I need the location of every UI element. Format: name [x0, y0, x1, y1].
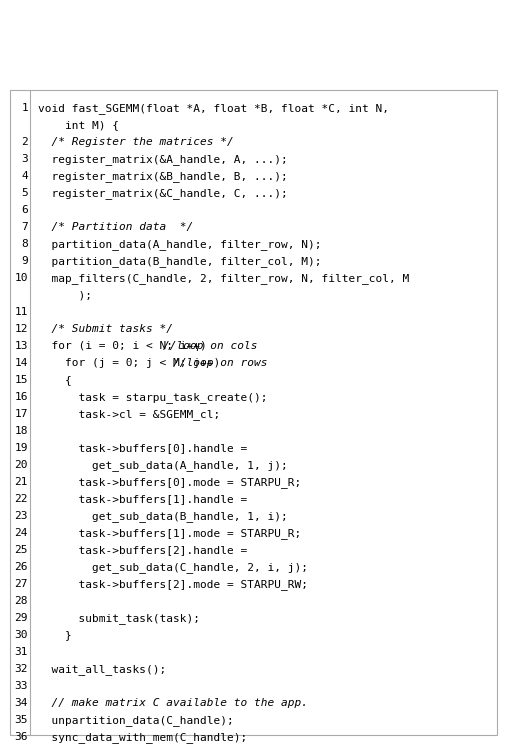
Text: partition_data(B_handle, filter_col, M);: partition_data(B_handle, filter_col, M); [38, 256, 321, 267]
Text: 27: 27 [15, 579, 28, 589]
Text: task->buffers[0].mode = STARPU_R;: task->buffers[0].mode = STARPU_R; [38, 477, 301, 488]
Text: partition_data(A_handle, filter_row, N);: partition_data(A_handle, filter_row, N); [38, 239, 321, 250]
Text: 32: 32 [15, 664, 28, 674]
Text: register_matrix(&B_handle, B, ...);: register_matrix(&B_handle, B, ...); [38, 171, 288, 182]
Text: /* Submit tasks */: /* Submit tasks */ [38, 324, 173, 334]
Text: map_filters(C_handle, 2, filter_row, N, filter_col, M: map_filters(C_handle, 2, filter_row, N, … [38, 273, 409, 284]
Text: submit_task(task);: submit_task(task); [38, 613, 200, 624]
Text: 1: 1 [21, 103, 28, 113]
Text: 23: 23 [15, 511, 28, 521]
Text: 21: 21 [15, 477, 28, 487]
Text: 6: 6 [21, 205, 28, 215]
Text: 14: 14 [15, 358, 28, 368]
Text: 36: 36 [15, 732, 28, 742]
Text: 25: 25 [15, 545, 28, 555]
Text: 26: 26 [15, 562, 28, 572]
Text: 3: 3 [21, 154, 28, 164]
Text: 8: 8 [21, 239, 28, 249]
Text: 12: 12 [15, 324, 28, 334]
Text: 2: 2 [21, 137, 28, 147]
Text: /* Register the matrices */: /* Register the matrices */ [38, 137, 234, 147]
Text: 31: 31 [15, 647, 28, 657]
Text: get_sub_data(C_handle, 2, i, j);: get_sub_data(C_handle, 2, i, j); [38, 562, 308, 573]
Text: register_matrix(&C_handle, C, ...);: register_matrix(&C_handle, C, ...); [38, 188, 288, 199]
Text: 18: 18 [15, 426, 28, 436]
Text: 33: 33 [15, 681, 28, 691]
Bar [10, 90, 497, 735]
Text: //loop on cols: //loop on cols [163, 341, 258, 351]
Text: 7: 7 [21, 222, 28, 232]
Text: task->buffers[1].handle =: task->buffers[1].handle = [38, 494, 247, 504]
Text: 9: 9 [21, 256, 28, 266]
Text: register_matrix(&A_handle, A, ...);: register_matrix(&A_handle, A, ...); [38, 154, 288, 165]
Text: 10: 10 [15, 273, 28, 283]
Text: {: { [38, 375, 72, 385]
Text: 15: 15 [15, 375, 28, 385]
Text: 17: 17 [15, 409, 28, 419]
Text: int M) {: int M) { [38, 120, 119, 130]
Text: 11: 11 [15, 307, 28, 317]
Text: 29: 29 [15, 613, 28, 623]
Text: task->buffers[2].mode = STARPU_RW;: task->buffers[2].mode = STARPU_RW; [38, 579, 308, 590]
Text: task->cl = &SGEMM_cl;: task->cl = &SGEMM_cl; [38, 409, 220, 420]
Text: void fast_SGEMM(float *A, float *B, float *C, int N,: void fast_SGEMM(float *A, float *B, floa… [38, 103, 389, 114]
Text: 35: 35 [15, 715, 28, 725]
Text: 28: 28 [15, 596, 28, 606]
Text: 5: 5 [21, 188, 28, 198]
Text: 13: 13 [15, 341, 28, 351]
Text: get_sub_data(A_handle, 1, j);: get_sub_data(A_handle, 1, j); [38, 460, 288, 471]
Text: sync_data_with_mem(C_handle);: sync_data_with_mem(C_handle); [38, 732, 247, 743]
Text: get_sub_data(B_handle, 1, i);: get_sub_data(B_handle, 1, i); [38, 511, 288, 522]
Text: }: } [38, 630, 72, 640]
Text: 22: 22 [15, 494, 28, 504]
Text: 19: 19 [15, 443, 28, 453]
Text: task->buffers[2].handle =: task->buffers[2].handle = [38, 545, 247, 555]
Text: unpartition_data(C_handle);: unpartition_data(C_handle); [38, 715, 234, 726]
Text: 30: 30 [15, 630, 28, 640]
Text: for (j = 0; j < M; j++): for (j = 0; j < M; j++) [38, 358, 227, 368]
Text: task->buffers[1].mode = STARPU_R;: task->buffers[1].mode = STARPU_R; [38, 528, 301, 539]
Text: wait_all_tasks();: wait_all_tasks(); [38, 664, 166, 675]
Text: //loop on rows: //loop on rows [172, 358, 267, 368]
Text: );: ); [38, 290, 92, 300]
Text: 24: 24 [15, 528, 28, 538]
Text: 16: 16 [15, 392, 28, 402]
Text: task = starpu_task_create();: task = starpu_task_create(); [38, 392, 268, 403]
Text: task->buffers[0].handle =: task->buffers[0].handle = [38, 443, 247, 453]
Text: 4: 4 [21, 171, 28, 181]
Text: 20: 20 [15, 460, 28, 470]
Text: for (i = 0; i < N; i++): for (i = 0; i < N; i++) [38, 341, 213, 351]
Text: // make matrix C available to the app.: // make matrix C available to the app. [38, 698, 308, 708]
Text: 34: 34 [15, 698, 28, 708]
Text: /* Partition data  */: /* Partition data */ [38, 222, 193, 232]
